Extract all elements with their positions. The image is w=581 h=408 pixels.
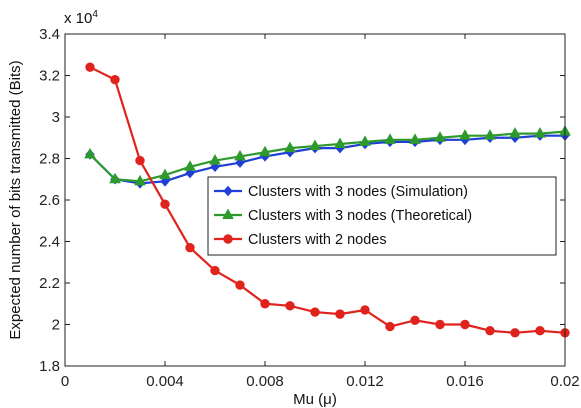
data-point [184,160,196,171]
series-2 [85,62,570,338]
data-point [335,309,345,319]
x-tick-label: 0 [61,373,69,390]
legend-entry: Clusters with 3 nodes (Theoretical) [214,208,472,224]
data-point [210,265,220,276]
legend-label: Clusters with 3 nodes (Theoretical) [248,208,472,224]
legend-entry: Clusters with 3 nodes (Simulation) [214,184,468,200]
axes-layer: 0 0.004 0.008 0.012 0.016 0.02 1.8 2 2.2 2.4 2.6 2.… [39,26,579,390]
y-tick-label: 3.4 [39,26,60,43]
legend: Clusters with 3 nodes (Simulation) Cluste… [207,176,557,256]
y-tick-label: 2.8 [39,151,60,168]
data-point [435,319,445,330]
data-point [235,280,245,290]
series-line [89,130,566,183]
legend-swatch-marker [222,208,234,219]
data-point [310,307,320,317]
data-point [135,155,145,166]
legend-entry: Clusters with 2 nodes [214,232,387,248]
data-point [110,74,120,85]
x-axis-label: Mu (μ) [293,391,337,408]
data-point [260,299,270,309]
data-point [534,127,546,138]
data-point [485,326,495,336]
y-tick-label: 2.4 [39,234,60,251]
y-tick-label: 1.8 [39,358,60,375]
data-point [209,154,221,165]
data-point [84,147,96,159]
data-point [259,145,271,157]
data-point [234,149,246,161]
legend-label: Clusters with 2 nodes [248,232,387,248]
data-point [109,172,121,184]
data-point [434,131,446,142]
data-point [334,137,346,148]
data-point [285,301,295,311]
y-tick-label: 3.2 [39,68,60,85]
data-point [385,321,395,332]
plot-frame [64,33,566,367]
data-point [309,139,321,151]
y-axis-label: Expected number of bits transmitted (Bit… [7,60,24,339]
legend-swatch-marker [223,185,233,197]
data-point [85,62,95,72]
data-point [409,133,421,144]
x-tick-label: 0.02 [550,373,579,390]
legend-swatch-marker [223,234,233,244]
data-point [134,174,146,186]
legend-entries: Clusters with 3 nodes (Simulation) Cluste… [214,184,472,248]
y-tick-label: 2.2 [39,275,60,292]
legend-label: Clusters with 3 nodes (Simulation) [248,184,468,200]
y-tick-label: 2.6 [39,192,60,209]
data-point [185,243,195,253]
y-tick-label: 3 [52,109,60,126]
x-tick-label: 0.004 [146,373,184,390]
x-tick-label: 0.012 [346,373,384,390]
data-point [535,326,545,336]
x-tick-label: 0.008 [246,373,284,390]
legend-box [207,176,557,256]
data-point [360,305,370,315]
data-point [410,315,420,326]
series-1 [84,124,571,186]
data-point [284,141,296,153]
data-point [484,129,496,140]
data-point [359,135,371,146]
y-tick-label: 2 [52,317,60,334]
data-point [509,127,521,138]
series-layer [84,62,571,338]
data-point [160,199,170,209]
data-point [510,328,520,338]
data-point [159,168,171,180]
data-point [459,129,471,140]
data-point [384,133,396,144]
data-point [460,319,470,330]
y-multiplier-exponent: 4 [92,9,98,20]
y-multiplier-label: x 104 [64,9,98,27]
x-tick-label: 0.016 [446,373,484,390]
